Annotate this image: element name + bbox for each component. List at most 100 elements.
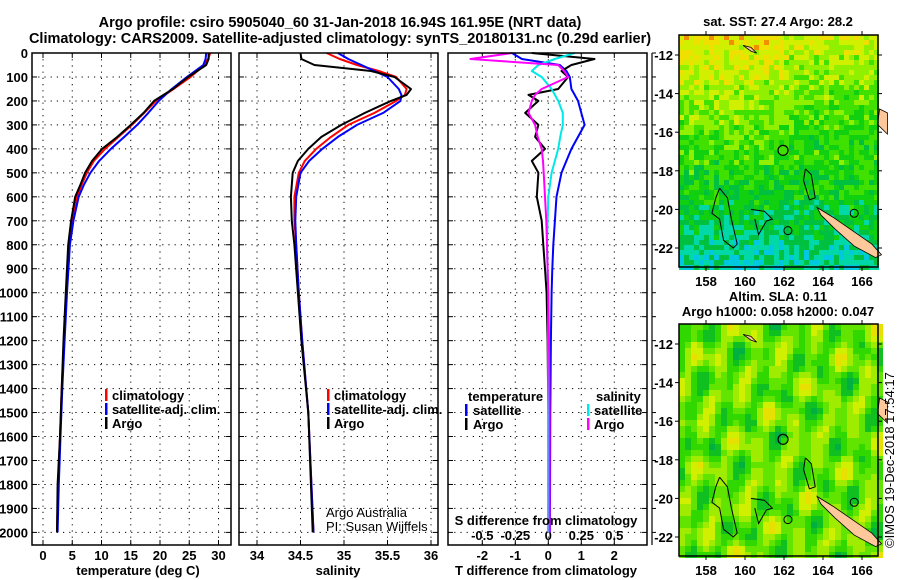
map-cell xyxy=(779,105,784,110)
map-cell xyxy=(819,250,824,255)
map-cell xyxy=(724,155,729,160)
map-cell xyxy=(823,354,829,360)
map-cell xyxy=(709,372,715,378)
map-cell xyxy=(854,130,859,135)
map-cell xyxy=(709,155,714,160)
map-cell xyxy=(864,45,869,50)
map-cell xyxy=(694,170,699,175)
map-cell xyxy=(697,450,703,456)
map-cell xyxy=(849,80,854,85)
map-cell xyxy=(685,414,691,420)
map-cell xyxy=(759,175,764,180)
map-cell xyxy=(764,230,769,235)
map-cell xyxy=(724,260,729,265)
map-cell xyxy=(787,426,793,432)
map-cell xyxy=(847,378,853,384)
map-cell xyxy=(759,145,764,150)
map-cell xyxy=(709,230,714,235)
map-cell xyxy=(679,390,685,396)
map-cell xyxy=(869,160,874,165)
map-cell xyxy=(739,215,744,220)
map-cell xyxy=(877,456,883,462)
map-cell xyxy=(744,100,749,105)
map-cell xyxy=(691,444,697,450)
map-cell xyxy=(774,165,779,170)
map-cell xyxy=(849,50,854,55)
map-cell xyxy=(757,408,763,414)
map-cell xyxy=(865,396,871,402)
map-cell xyxy=(727,486,733,492)
map-cell xyxy=(824,65,829,70)
map-cell xyxy=(814,40,819,45)
t-difference-axis-label: T difference from climatology xyxy=(455,563,638,578)
map-cell xyxy=(769,250,774,255)
map-cell xyxy=(719,120,724,125)
map-cell xyxy=(829,40,834,45)
map-cell xyxy=(769,225,774,230)
map-cell xyxy=(841,468,847,474)
map-cell xyxy=(805,426,811,432)
map-cell xyxy=(749,155,754,160)
map-cell xyxy=(824,35,829,40)
map-cell xyxy=(751,414,757,420)
map-cell xyxy=(824,235,829,240)
map-cell xyxy=(694,205,699,210)
map-cell xyxy=(769,75,774,80)
map-cell xyxy=(779,45,784,50)
map-cell xyxy=(763,504,769,510)
map-cell xyxy=(739,402,745,408)
map-cell xyxy=(764,255,769,260)
map-cell xyxy=(759,170,764,175)
map-cell xyxy=(734,235,739,240)
map-cell xyxy=(763,396,769,402)
map-cell xyxy=(724,120,729,125)
map-cell xyxy=(779,35,784,40)
map-cell xyxy=(715,522,721,528)
map-cell xyxy=(769,180,774,185)
map-cell xyxy=(697,528,703,534)
map-cell xyxy=(739,432,745,438)
map-cell xyxy=(739,125,744,130)
map-cell xyxy=(709,245,714,250)
map-cell xyxy=(694,235,699,240)
map-cell xyxy=(789,55,794,60)
map-cell xyxy=(739,510,745,516)
map-cell xyxy=(757,450,763,456)
map-cell xyxy=(775,444,781,450)
map-cell xyxy=(715,546,721,552)
map-cell xyxy=(759,130,764,135)
map-cell xyxy=(849,220,854,225)
map-cell xyxy=(721,516,727,522)
map-cell xyxy=(853,540,859,546)
map-cell xyxy=(869,75,874,80)
map-cell xyxy=(754,175,759,180)
map-cell xyxy=(734,255,739,260)
map-cell xyxy=(694,210,699,215)
map-cell xyxy=(751,516,757,522)
map-cell xyxy=(839,180,844,185)
map-cell xyxy=(679,486,685,492)
map-cell xyxy=(739,378,745,384)
map-y-tick-label: -22 xyxy=(654,241,673,256)
legend-swatch-satellite xyxy=(105,403,108,415)
map-cell xyxy=(789,180,794,185)
map-cell xyxy=(799,75,804,80)
map-cell xyxy=(829,474,835,480)
map-cell xyxy=(719,205,724,210)
map-cell xyxy=(697,480,703,486)
map-cell xyxy=(784,75,789,80)
map-cell xyxy=(814,160,819,165)
map-cell xyxy=(834,165,839,170)
map-cell xyxy=(784,230,789,235)
map-cell xyxy=(769,402,775,408)
map-cell xyxy=(781,450,787,456)
map-cell xyxy=(841,438,847,444)
map-cell xyxy=(824,240,829,245)
map-cell xyxy=(829,225,834,230)
map-cell xyxy=(694,250,699,255)
map-cell xyxy=(764,50,769,55)
map-cell xyxy=(679,200,684,205)
map-cell xyxy=(754,130,759,135)
map-cell xyxy=(694,60,699,65)
map-cell xyxy=(744,150,749,155)
